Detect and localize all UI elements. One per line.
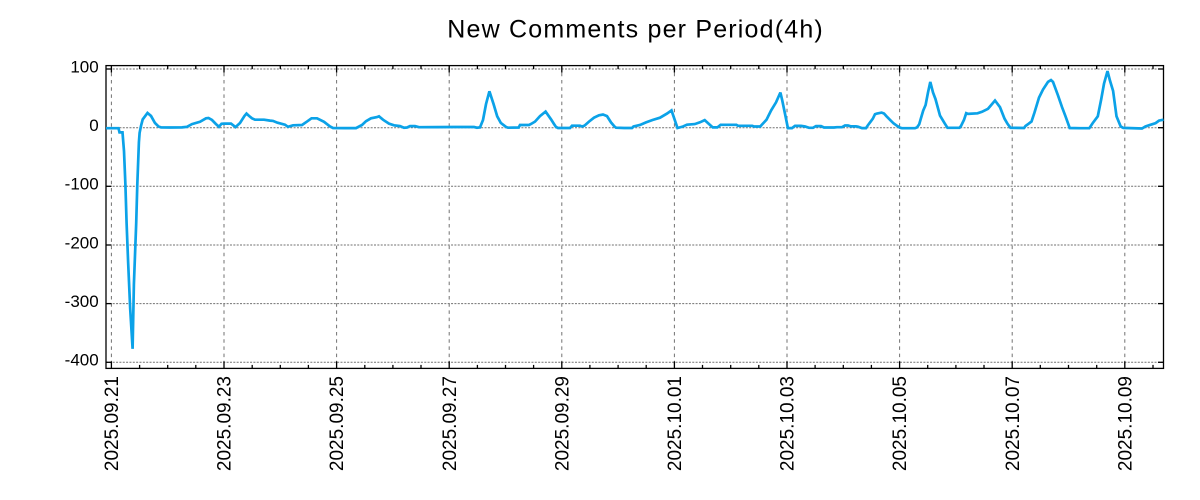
svg-text:New Comments per Period(4h): New Comments per Period(4h) bbox=[447, 16, 823, 44]
svg-text:100: 100 bbox=[70, 57, 98, 76]
svg-text:-300: -300 bbox=[65, 292, 99, 311]
svg-text:-100: -100 bbox=[65, 175, 99, 194]
svg-text:2025.10.09: 2025.10.09 bbox=[1115, 376, 1136, 471]
svg-text:-400: -400 bbox=[65, 351, 99, 370]
svg-text:2025.10.03: 2025.10.03 bbox=[778, 376, 799, 471]
svg-text:-200: -200 bbox=[65, 233, 99, 252]
svg-text:2025.10.05: 2025.10.05 bbox=[890, 376, 911, 471]
svg-text:2025.09.29: 2025.09.29 bbox=[552, 376, 573, 471]
svg-text:2025.09.25: 2025.09.25 bbox=[327, 376, 348, 471]
svg-text:2025.09.23: 2025.09.23 bbox=[215, 376, 236, 471]
svg-text:0: 0 bbox=[89, 116, 98, 135]
svg-text:2025.10.01: 2025.10.01 bbox=[665, 376, 686, 471]
svg-text:2025.09.21: 2025.09.21 bbox=[102, 376, 123, 471]
svg-text:2025.10.07: 2025.10.07 bbox=[1003, 376, 1024, 471]
svg-text:2025.09.27: 2025.09.27 bbox=[440, 376, 461, 471]
